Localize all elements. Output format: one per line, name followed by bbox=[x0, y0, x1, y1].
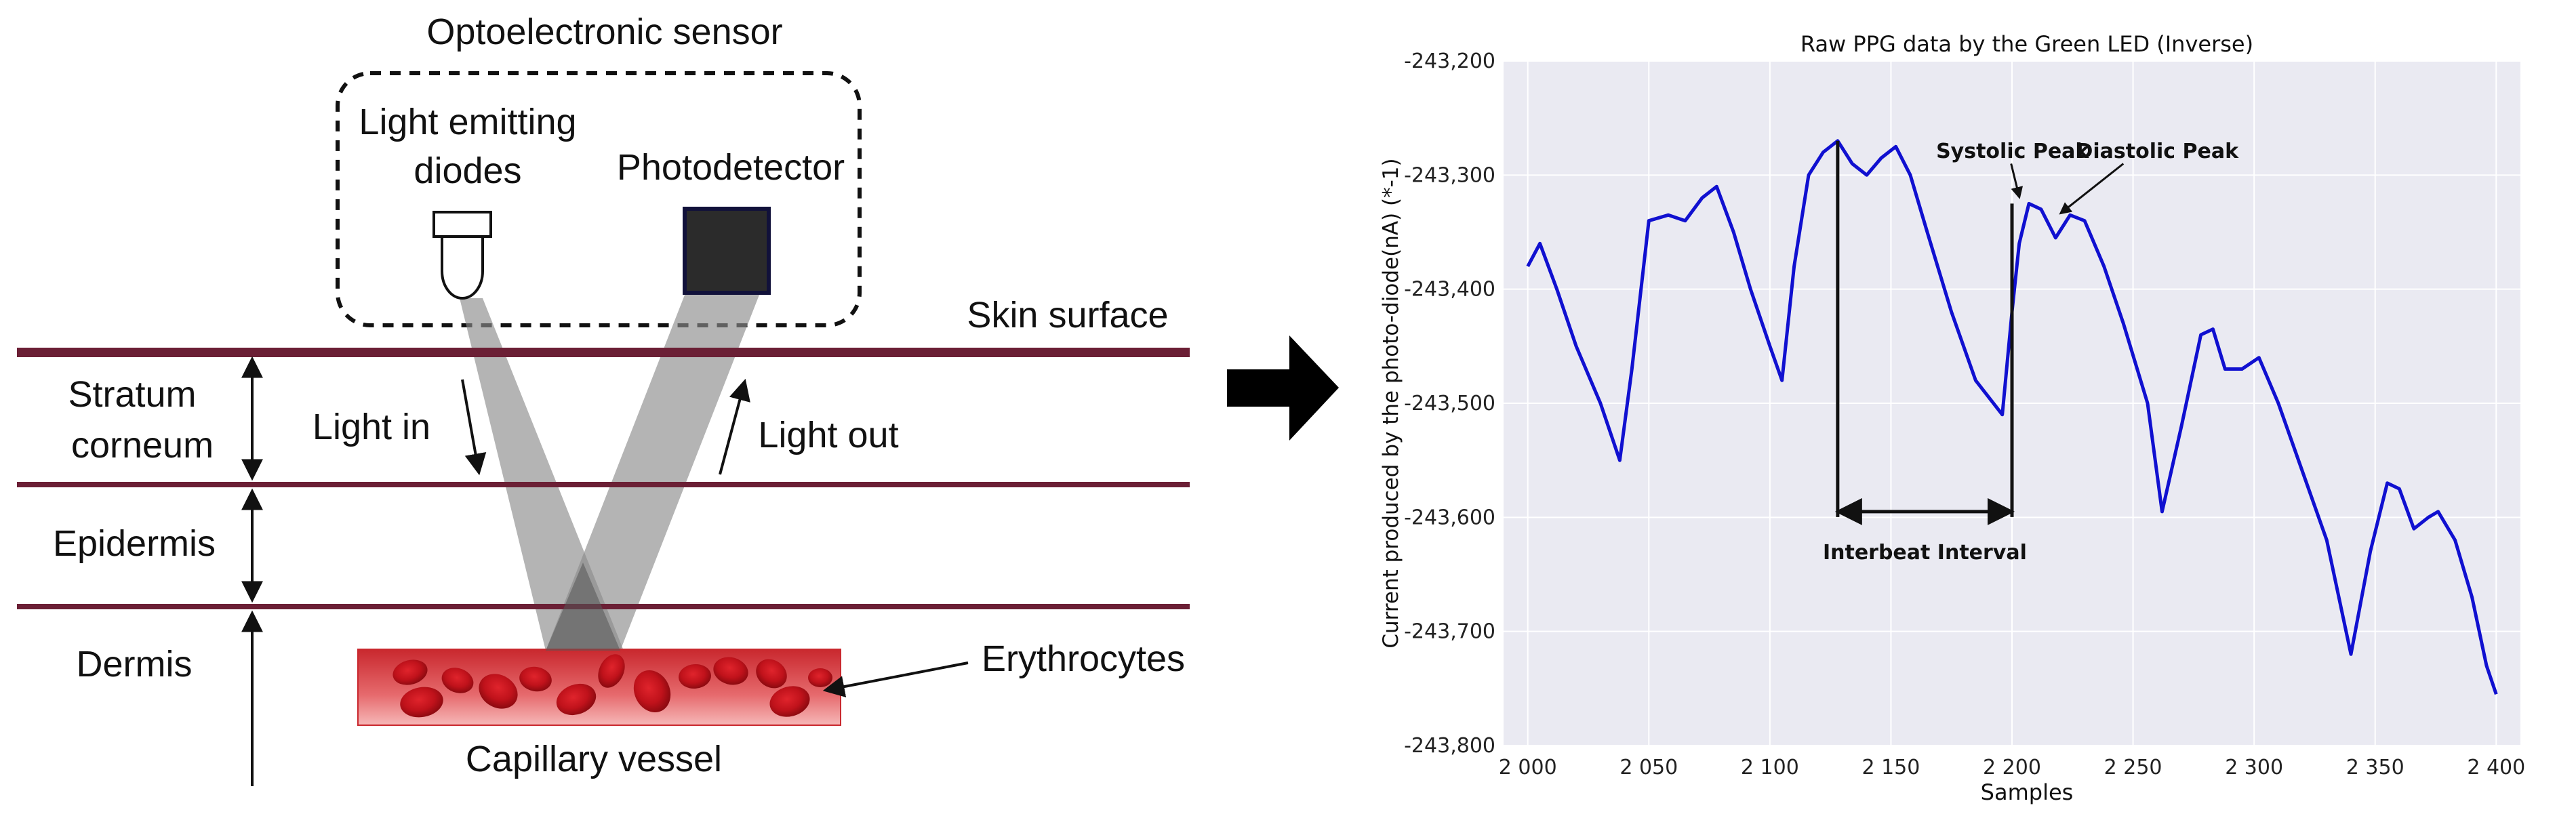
y-tick-label: -243,600 bbox=[1404, 506, 1495, 529]
light-out-arrow bbox=[719, 378, 750, 475]
diastolic-peak-label: Diastolic Peak bbox=[2076, 140, 2240, 163]
systolic-peak-arrow bbox=[2010, 163, 2024, 199]
x-tick-labels: 2 000 2 050 2 100 2 150 2 200 2 250 2 300 2 350… bbox=[1499, 756, 2525, 779]
chart-title: Raw PPG data by the Green LED (Inverse) bbox=[1800, 31, 2253, 57]
sensor-diagram: Optoelectronic sensor Light emitting dio… bbox=[17, 12, 1190, 786]
transition-arrow-icon bbox=[1227, 335, 1339, 441]
led-label-line2: diodes bbox=[414, 150, 521, 191]
ppg-series-line bbox=[1526, 139, 2498, 695]
y-axis-label: Current produced by the photo-diode(nA) … bbox=[1379, 158, 1403, 648]
erythrocyte-icon bbox=[519, 666, 552, 692]
erythrocyte-icon bbox=[713, 657, 748, 685]
erythrocyte-icon bbox=[679, 664, 711, 689]
erythrocyte-icon bbox=[400, 687, 443, 718]
x-tick-label: 2 100 bbox=[1741, 756, 1799, 779]
light-out-beam bbox=[546, 291, 761, 651]
erythrocyte-icon bbox=[756, 659, 787, 689]
x-tick-label: 2 350 bbox=[2346, 756, 2404, 779]
grid-lines bbox=[1504, 60, 2520, 746]
chart-annotations: Interbeat Interval Systolic Peak Diastol… bbox=[1823, 140, 2239, 565]
photodetector-label: Photodetector bbox=[617, 147, 845, 188]
erythrocyte-icon bbox=[441, 668, 474, 693]
erythrocytes-label: Erythrocytes bbox=[982, 638, 1185, 679]
y-tick-labels: -243,200 -243,300 -243,400 -243,500 -243,600… bbox=[1404, 49, 1495, 758]
epidermis-label: Epidermis bbox=[53, 523, 216, 564]
x-tick-label: 2 200 bbox=[1983, 756, 2041, 779]
skin-surface-label: Skin surface bbox=[967, 295, 1168, 335]
ppg-chart: 2 000 2 050 2 100 2 150 2 200 2 250 2 300 2 350… bbox=[1379, 31, 2525, 805]
light-out-label: Light out bbox=[758, 415, 898, 455]
x-tick-label: 2 150 bbox=[1861, 756, 1920, 779]
interbeat-interval-label: Interbeat Interval bbox=[1823, 541, 2027, 565]
light-in-label: Light in bbox=[313, 407, 430, 447]
photodetector-icon bbox=[683, 207, 771, 295]
erythrocyte-icon bbox=[556, 683, 597, 716]
erythrocyte-icon bbox=[598, 654, 625, 688]
erythrocyte-icon bbox=[808, 668, 832, 687]
led-label-line1: Light emitting bbox=[359, 102, 576, 142]
y-tick-label: -243,200 bbox=[1404, 49, 1495, 73]
diastolic-peak-arrow bbox=[2059, 163, 2125, 215]
light-in-arrow bbox=[461, 379, 487, 476]
x-tick-label: 2 000 bbox=[1499, 756, 1557, 779]
stratum-label-line2: corneum bbox=[71, 425, 214, 466]
x-tick-label: 2 250 bbox=[2104, 756, 2162, 779]
erythrocyte-icon bbox=[633, 670, 671, 713]
y-tick-label: -243,500 bbox=[1404, 392, 1495, 415]
systolic-peak-label: Systolic Peak bbox=[1936, 140, 2089, 163]
y-tick-label: -243,300 bbox=[1404, 163, 1495, 187]
y-tick-label: -243,800 bbox=[1404, 734, 1495, 758]
erythrocyte-icon bbox=[769, 686, 810, 717]
x-tick-label: 2 050 bbox=[1619, 756, 1678, 779]
led-icon bbox=[432, 211, 492, 300]
erythrocytes-pointer-arrow bbox=[822, 661, 969, 697]
capillary-label: Capillary vessel bbox=[466, 739, 722, 779]
capillary-vessel bbox=[357, 649, 841, 726]
x-tick-label: 2 400 bbox=[2467, 756, 2525, 779]
erythrocyte-icon bbox=[393, 659, 428, 685]
dermis-label: Dermis bbox=[77, 644, 193, 685]
y-tick-label: -243,400 bbox=[1404, 278, 1495, 302]
x-tick-label: 2 300 bbox=[2225, 756, 2283, 779]
y-tick-label: -243,700 bbox=[1404, 620, 1495, 644]
beam-overlap bbox=[546, 563, 620, 651]
erythrocyte-icon bbox=[479, 674, 518, 709]
sensor-housing bbox=[336, 71, 862, 327]
erythrocytes bbox=[393, 654, 832, 718]
sensor-title: Optoelectronic sensor bbox=[426, 12, 782, 52]
stratum-label-line1: Stratum bbox=[68, 374, 196, 415]
x-axis-label: Samples bbox=[1981, 779, 2074, 805]
